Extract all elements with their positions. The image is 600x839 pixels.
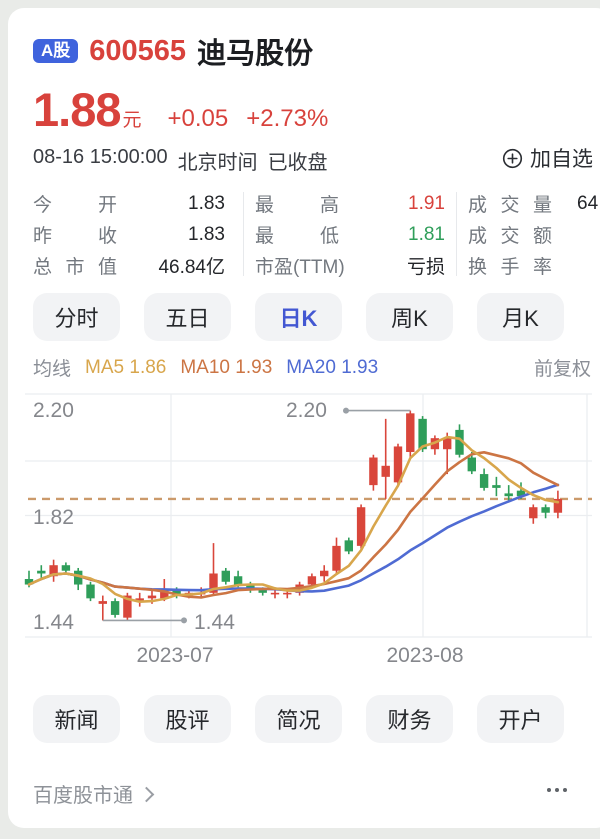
tab-monthly-k[interactable]: 月K <box>477 293 564 341</box>
timezone-label: 北京时间 <box>177 152 258 174</box>
ma-legend: 均线 MA5 1.86 MA10 1.93 MA20 1.93 <box>33 354 378 381</box>
ma-legend-label: 均线 <box>33 359 72 380</box>
stat-turnover-rate: 换手率 <box>468 257 552 278</box>
tab-financials[interactable]: 财务 <box>366 695 453 743</box>
stat-high: 最 高 1.91 <box>255 192 445 217</box>
stat-turnover: 成交额 <box>468 226 552 247</box>
tab-news[interactable]: 新闻 <box>33 695 120 743</box>
stock-name: 迪马股份 <box>197 38 314 70</box>
tab-daily-k[interactable]: 日K <box>255 293 342 341</box>
stats-divider-1 <box>243 192 244 276</box>
footer-brand-label: 百度股市通 <box>33 785 133 807</box>
plus-circle-icon <box>502 148 523 169</box>
x-label-july: 2023-07 <box>136 644 214 667</box>
price-adjust-toggle[interactable]: 前复权 <box>533 359 591 380</box>
stats-column-1: 今 开 1.83 昨 收 1.83 总市值 46.84亿 <box>33 188 225 281</box>
stat-market-cap: 总市值 46.84亿 <box>33 257 225 278</box>
price-row: 1.88 元 +0.05 +2.73% <box>33 82 328 137</box>
period-tabs: 分时 五日 日K 周K 月K <box>33 293 564 341</box>
title-row: A股 600565 迪马股份 <box>33 30 313 72</box>
y-tick-high: 2.20 <box>33 399 74 422</box>
tab-minute[interactable]: 分时 <box>33 293 120 341</box>
stats-column-3: 成交量 64 成交额 换手率 <box>468 188 600 281</box>
quote-datetime: 08-16 15:00:00 <box>33 146 168 168</box>
kline-chart[interactable]: 2.20 1.82 1.44 2.20 1.44 2023-07 2023-08 <box>0 390 600 667</box>
stat-open: 今 开 1.83 <box>33 192 225 217</box>
price-change-percent: +2.73% <box>246 105 329 132</box>
market-badge: A股 <box>33 39 79 63</box>
stat-low: 最 低 1.81 <box>255 223 445 248</box>
stat-volume: 成交量 64 <box>468 192 599 217</box>
ma10-legend: MA10 1.93 <box>180 356 273 378</box>
bottom-tabs: 新闻 股评 简况 财务 开户 <box>33 695 564 743</box>
stock-code: 600565 <box>89 34 187 67</box>
stat-prev-close: 昨 收 1.83 <box>33 223 225 248</box>
current-price: 1.88 <box>33 83 121 136</box>
tab-comments[interactable]: 股评 <box>144 695 231 743</box>
kline-svg <box>24 393 592 638</box>
price-unit: 元 <box>122 110 142 131</box>
tab-open-account[interactable]: 开户 <box>477 695 564 743</box>
tab-profile[interactable]: 简况 <box>255 695 342 743</box>
tab-weekly-k[interactable]: 周K <box>366 293 453 341</box>
tab-5day[interactable]: 五日 <box>144 293 231 341</box>
high-annotation: 2.20 <box>286 399 327 422</box>
stat-pe-ttm: 市盈(TTM) 亏损 <box>255 257 445 278</box>
more-icon[interactable] <box>547 788 567 792</box>
price-change: +0.05 <box>167 105 229 132</box>
footer-brand-link[interactable]: 百度股市通 <box>33 779 155 808</box>
stats-divider-2 <box>456 192 457 276</box>
ma20-legend: MA20 1.93 <box>286 356 379 378</box>
ma5-legend: MA5 1.86 <box>85 356 167 378</box>
y-tick-low: 1.44 <box>33 611 74 634</box>
add-watchlist-label: 加自选 <box>530 148 593 171</box>
stock-card <box>8 8 600 828</box>
low-annotation: 1.44 <box>194 611 235 634</box>
market-time-row: 08-16 15:00:00 北京时间 已收盘 <box>33 146 328 175</box>
x-label-august: 2023-08 <box>386 644 464 667</box>
y-tick-mid: 1.82 <box>33 506 74 529</box>
add-watchlist-button[interactable]: 加自选 <box>502 143 593 173</box>
stats-column-2: 最 高 1.91 最 低 1.81 市盈(TTM) 亏损 <box>255 188 445 281</box>
chevron-right-icon <box>138 786 155 802</box>
market-status: 已收盘 <box>267 152 328 174</box>
